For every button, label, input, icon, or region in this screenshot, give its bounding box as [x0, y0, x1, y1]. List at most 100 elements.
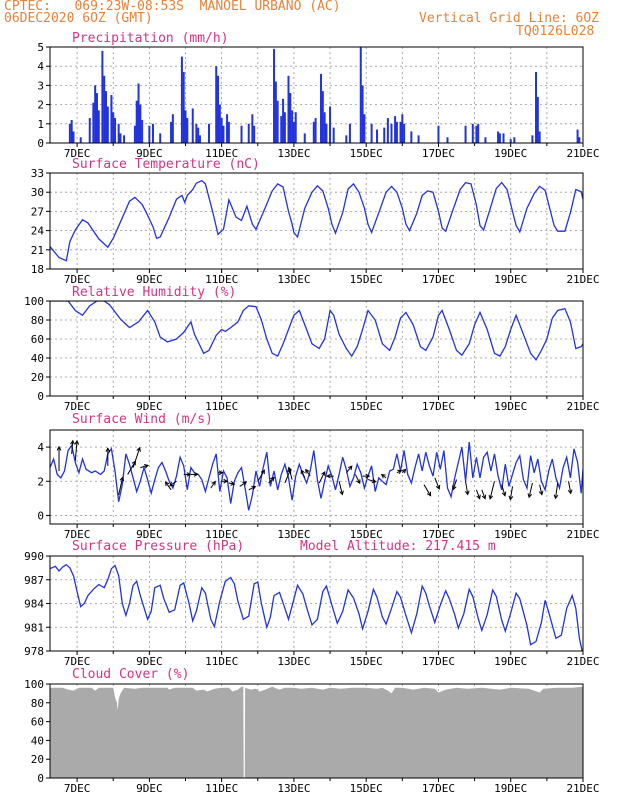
panel-title: Precipitation (mm/h)	[72, 31, 229, 46]
wind-arrow-head	[435, 484, 441, 490]
wind-arrow-head	[70, 439, 75, 445]
y-tick-label: 0	[37, 137, 44, 150]
panel-frame	[49, 683, 584, 779]
wind-arrow-head	[74, 439, 80, 445]
precip-bar	[323, 112, 326, 143]
panel-title: Relative Humidity (%)	[72, 285, 236, 300]
wind-arrow-head	[464, 490, 470, 496]
wind-arrow	[452, 479, 457, 490]
precip-bar	[148, 125, 151, 143]
wind-arrow-head	[193, 472, 199, 477]
x-tick-label: 13DEC	[277, 273, 310, 286]
x-tick-label: 15DEC	[350, 782, 383, 795]
x-tick-label: 15DEC	[350, 528, 383, 541]
precip-bar	[94, 85, 97, 143]
wind-arrow	[71, 440, 74, 454]
wind-arrow-head	[218, 470, 224, 476]
wind-arrow-head	[287, 466, 292, 472]
precip-bar	[513, 137, 516, 143]
panel-title: Surface Wind (m/s)	[72, 412, 213, 427]
precip-bar	[207, 123, 210, 143]
precip-bar	[114, 118, 117, 143]
precip-bar	[348, 123, 351, 143]
x-tick-label: 13DEC	[277, 400, 310, 413]
x-tick-label: 9DEC	[136, 400, 163, 413]
wind-arrow-head	[481, 494, 487, 500]
wind-arrow-head	[56, 445, 62, 451]
precip-bar	[159, 133, 162, 143]
precip-bar	[417, 135, 420, 143]
precip-bar	[251, 114, 254, 143]
precip-bar	[253, 125, 256, 143]
wind-arrow-head	[144, 464, 150, 469]
wind-arrow-head	[105, 447, 111, 453]
plot-area	[50, 439, 583, 511]
wind-arrow	[509, 486, 514, 500]
precip-bar	[182, 71, 185, 143]
panel-title: Cloud Cover (%)	[72, 667, 189, 682]
wind-arrow-head	[169, 481, 174, 487]
y-tick-label: 978	[24, 645, 44, 658]
x-tick-label: 21DEC	[566, 273, 599, 286]
plot-area	[50, 179, 583, 262]
y-tick-label: 987	[24, 574, 44, 587]
panel-title: Surface Pressure (hPa)	[72, 539, 244, 554]
wind-arrow	[354, 474, 361, 484]
y-tick-label: 5	[37, 41, 44, 54]
y-tick-label: 2	[37, 99, 44, 112]
plot-area	[50, 686, 583, 778]
precip-bar	[106, 106, 109, 143]
precip-bar	[97, 110, 100, 143]
wind-arrow-head	[426, 491, 432, 497]
precip-bar	[386, 118, 389, 143]
wind-arrow	[300, 469, 306, 479]
x-tick-label: 21DEC	[566, 528, 599, 541]
precip-bar	[471, 123, 474, 143]
precip-bar	[186, 118, 189, 143]
precip-bar	[79, 137, 82, 143]
wind-arrow-head	[136, 446, 141, 452]
wind-arrow-head	[242, 481, 248, 486]
panel-wind	[46, 429, 584, 528]
wind-arrow-head	[501, 491, 507, 497]
wind-arrows	[56, 439, 573, 501]
wind-arrow	[257, 470, 265, 482]
precip-bar	[320, 73, 323, 143]
y-tick-label: 0	[37, 772, 44, 785]
x-tick-label: 15DEC	[350, 655, 383, 668]
y-tick-label: 18	[31, 263, 44, 276]
wind-arrow-head	[488, 494, 494, 500]
x-tick-label: 7DEC	[64, 528, 91, 541]
precip-bar	[376, 129, 379, 143]
precip-bar	[370, 123, 373, 143]
model-altitude-annotation: Model Altitude: 217.415 m	[300, 539, 496, 554]
x-tick-label: 17DEC	[422, 273, 455, 286]
x-tick-label: 19DEC	[494, 528, 527, 541]
press-series-line	[50, 563, 583, 651]
wind-arrow	[305, 469, 311, 477]
wind-arrow	[239, 481, 247, 487]
wind-arrow-head	[397, 469, 403, 475]
cloud-cover-area	[50, 686, 583, 778]
y-tick-label: 60	[31, 716, 44, 729]
precip-bar	[105, 91, 108, 143]
x-tick-label: 19DEC	[494, 400, 527, 413]
y-tick-label: 20	[31, 371, 44, 384]
wind-arrow-head	[567, 489, 573, 495]
precip-bar	[180, 56, 183, 143]
precip-bar	[283, 112, 286, 143]
wind-arrow	[165, 481, 172, 491]
precip-bar	[139, 104, 142, 143]
wind-arrow	[345, 465, 353, 474]
wind-arrow-head	[401, 468, 407, 474]
precip-bar	[401, 114, 404, 143]
y-tick-label: 33	[31, 167, 44, 180]
wind-arrow-head	[356, 479, 361, 485]
x-tick-label: 15DEC	[350, 400, 383, 413]
wind-arrow-head	[321, 471, 326, 476]
wind-arrow	[284, 469, 291, 484]
x-tick-label: 11DEC	[205, 400, 238, 413]
precip-bar	[332, 127, 335, 143]
x-tick-label: 9DEC	[136, 655, 163, 668]
